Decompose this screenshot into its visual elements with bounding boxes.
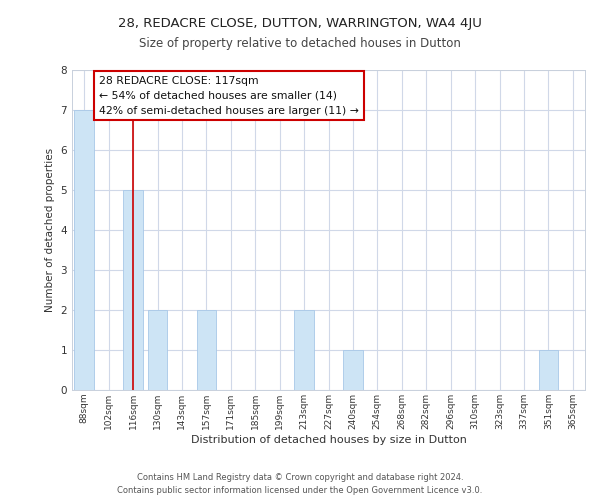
Bar: [124, 190, 143, 390]
Bar: [148, 310, 167, 390]
Y-axis label: Number of detached properties: Number of detached properties: [45, 148, 55, 312]
Bar: [197, 310, 216, 390]
Bar: [343, 350, 362, 390]
Text: 28 REDACRE CLOSE: 117sqm
← 54% of detached houses are smaller (14)
42% of semi-d: 28 REDACRE CLOSE: 117sqm ← 54% of detach…: [99, 76, 359, 116]
Bar: [74, 110, 94, 390]
X-axis label: Distribution of detached houses by size in Dutton: Distribution of detached houses by size …: [191, 434, 466, 444]
Text: Size of property relative to detached houses in Dutton: Size of property relative to detached ho…: [139, 38, 461, 51]
Bar: [539, 350, 558, 390]
Bar: [294, 310, 314, 390]
Text: Contains HM Land Registry data © Crown copyright and database right 2024.
Contai: Contains HM Land Registry data © Crown c…: [118, 474, 482, 495]
Text: 28, REDACRE CLOSE, DUTTON, WARRINGTON, WA4 4JU: 28, REDACRE CLOSE, DUTTON, WARRINGTON, W…: [118, 18, 482, 30]
